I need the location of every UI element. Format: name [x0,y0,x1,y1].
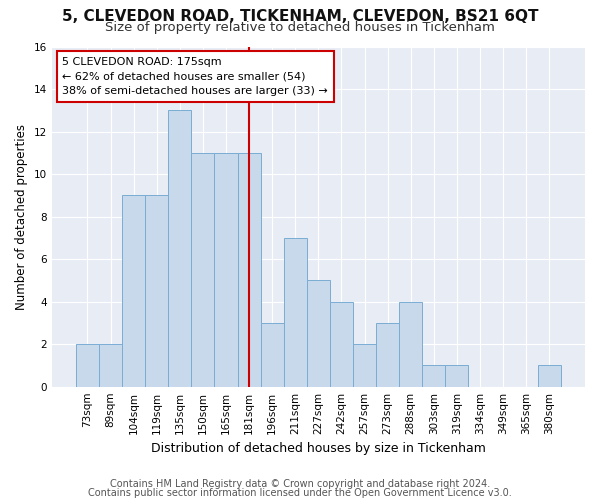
Bar [168,110,191,386]
X-axis label: Distribution of detached houses by size in Tickenham: Distribution of detached houses by size … [151,442,486,455]
Text: Contains HM Land Registry data © Crown copyright and database right 2024.: Contains HM Land Registry data © Crown c… [110,479,490,489]
Bar [376,323,399,386]
Bar [353,344,376,387]
Text: 5 CLEVEDON ROAD: 175sqm
← 62% of detached houses are smaller (54)
38% of semi-de: 5 CLEVEDON ROAD: 175sqm ← 62% of detache… [62,56,328,96]
Bar [445,366,469,386]
Text: Contains public sector information licensed under the Open Government Licence v3: Contains public sector information licen… [88,488,512,498]
Bar [422,366,445,386]
Bar [307,280,330,386]
Bar [99,344,122,387]
Bar [284,238,307,386]
Bar [145,196,168,386]
Bar [122,196,145,386]
Bar [214,153,238,386]
Bar [76,344,99,387]
Bar [538,366,561,386]
Bar [330,302,353,386]
Text: Size of property relative to detached houses in Tickenham: Size of property relative to detached ho… [105,22,495,35]
Y-axis label: Number of detached properties: Number of detached properties [15,124,28,310]
Bar [399,302,422,386]
Bar [191,153,214,386]
Bar [238,153,260,386]
Text: 5, CLEVEDON ROAD, TICKENHAM, CLEVEDON, BS21 6QT: 5, CLEVEDON ROAD, TICKENHAM, CLEVEDON, B… [62,9,538,24]
Bar [260,323,284,386]
